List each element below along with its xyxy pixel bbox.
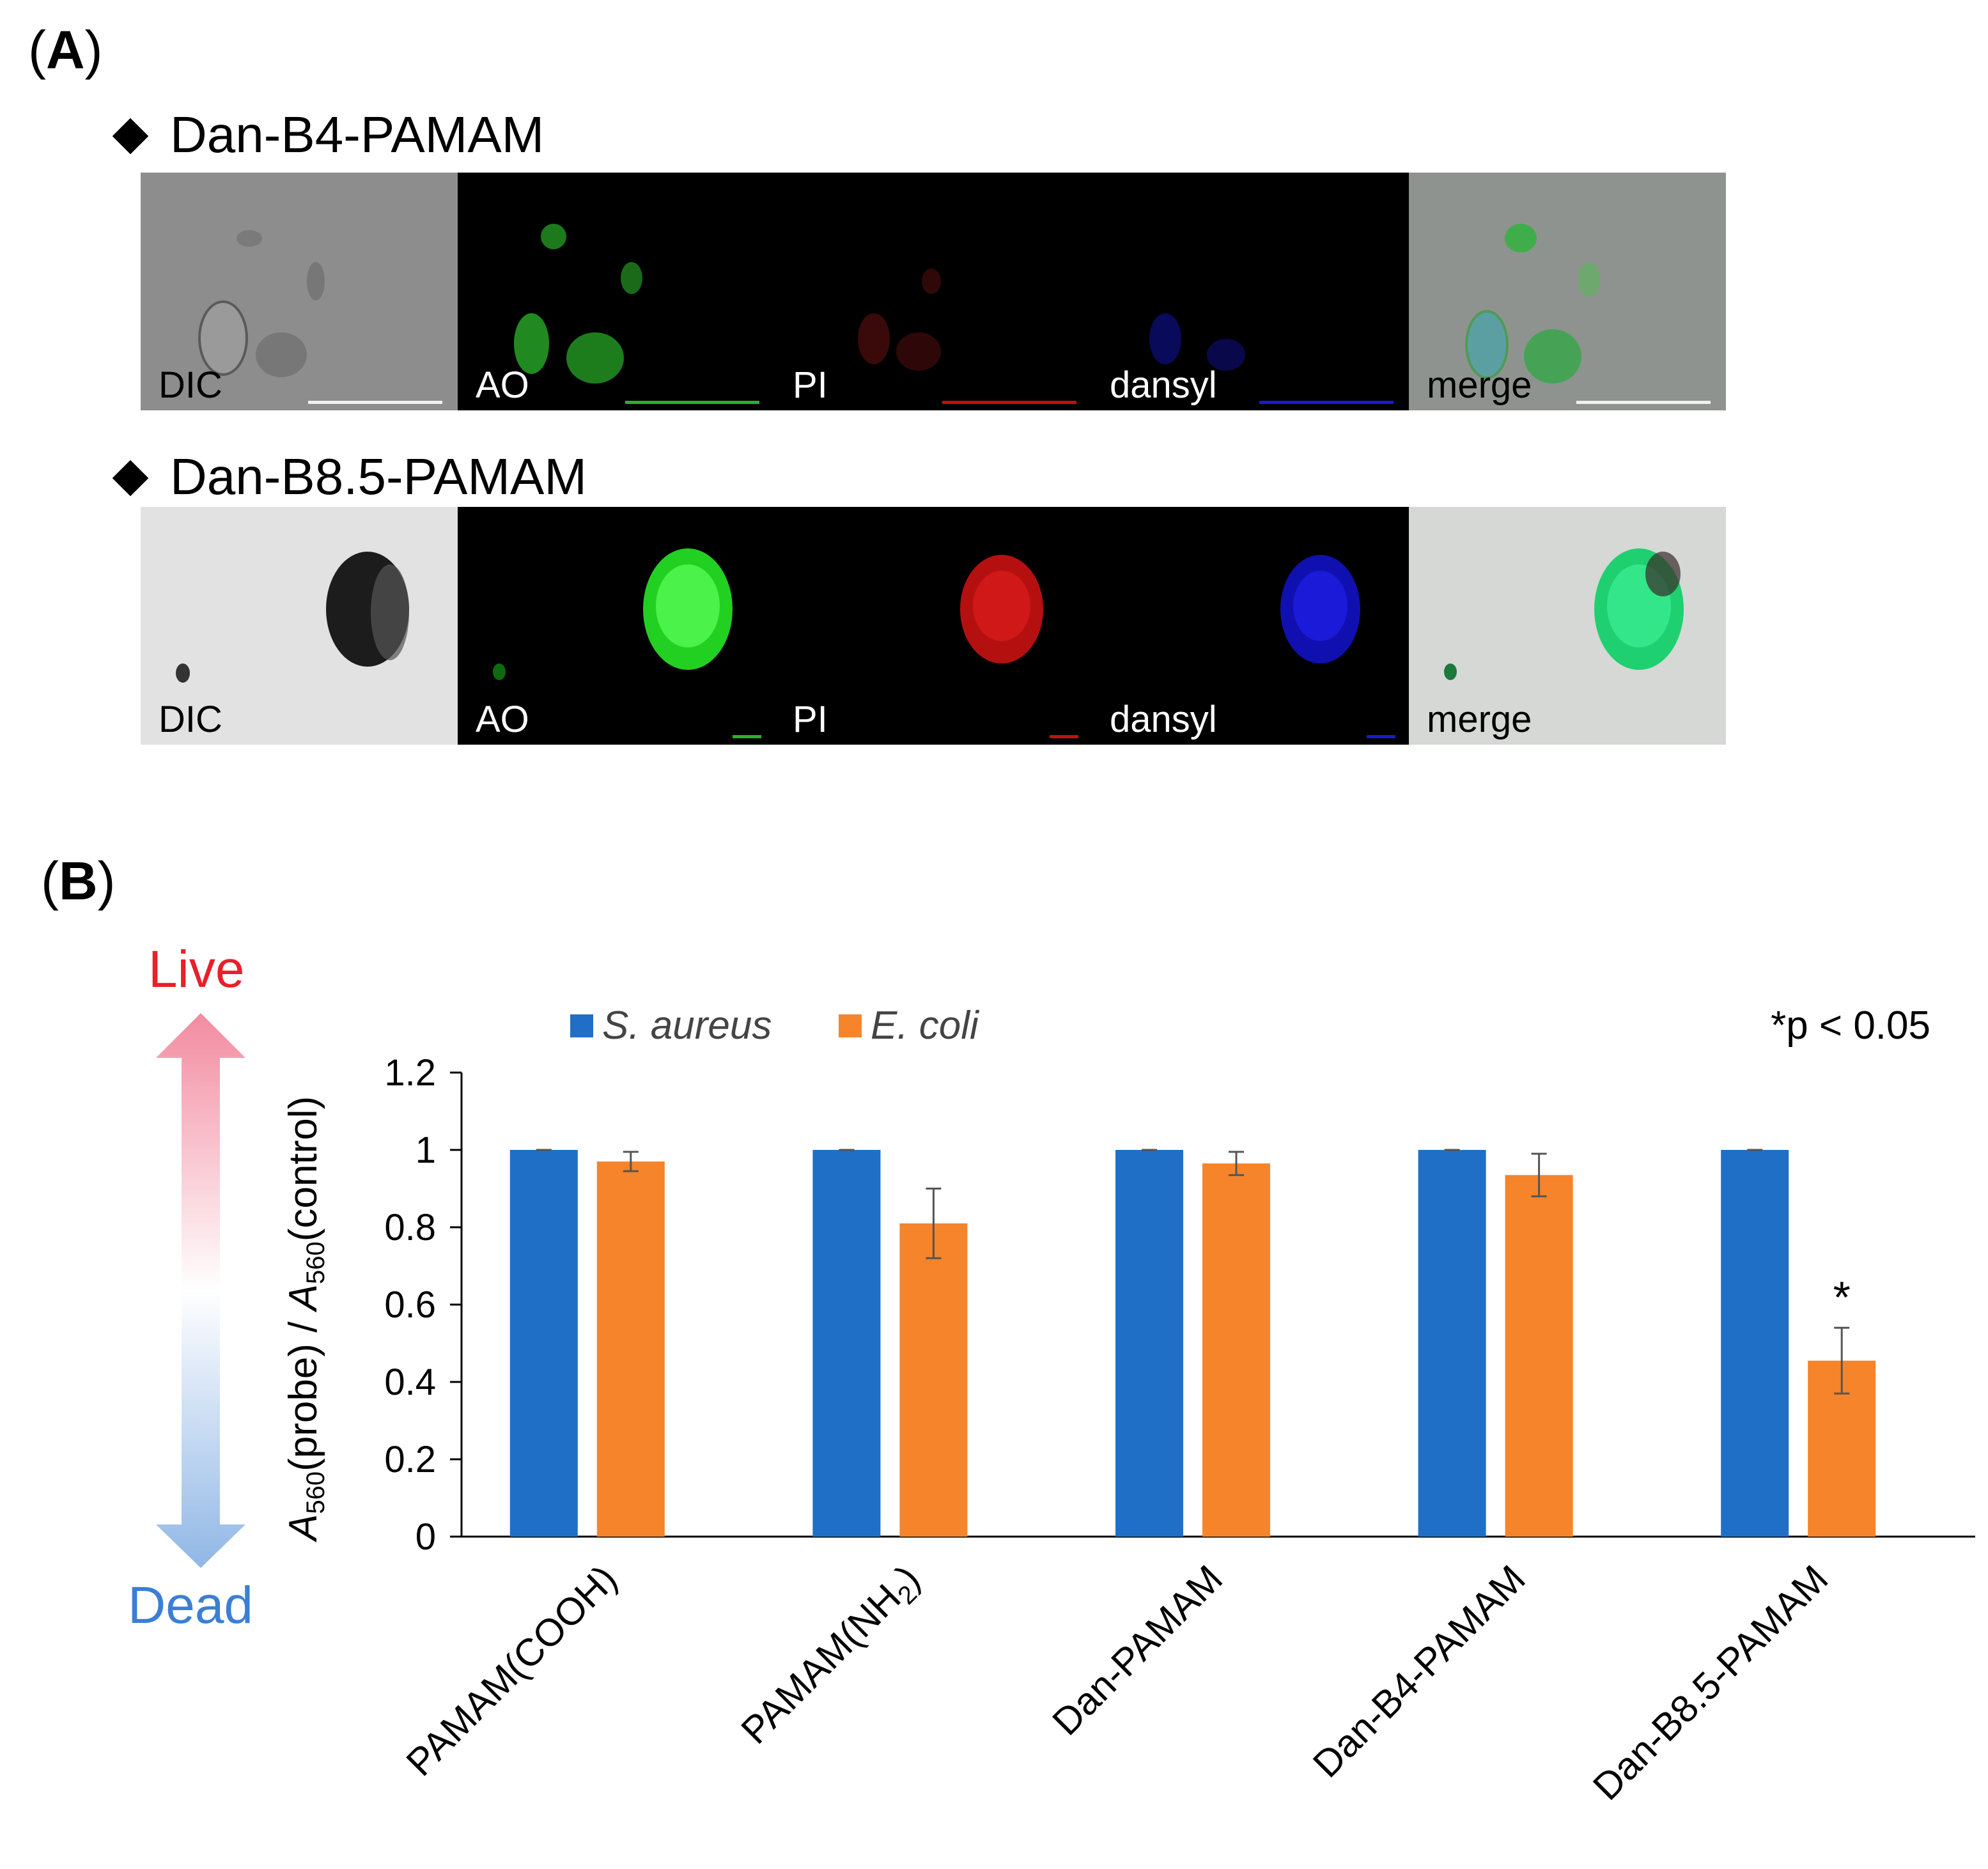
row2-pi-image: PI [775,507,1092,745]
row1-image-strip: DIC AO PI dansyl merge [141,173,1726,410]
bar-e-coli [1505,1175,1573,1537]
bar-e-coli [899,1223,968,1537]
panel-a-label: (A) [28,20,103,80]
y-tick-label: 0.6 [384,1284,436,1326]
y-tick-label: 1.2 [384,1052,436,1094]
category-label: Dan-PAMAM [1044,1557,1231,1744]
dead-label: Dead [128,1576,254,1634]
y-tick-label: 0.4 [384,1361,436,1403]
row2-ao-image: AO [458,507,775,745]
live-dead-arrow-icon [156,1013,245,1568]
bar-s-aureus [1418,1150,1486,1537]
row1-merge-image: merge [1409,173,1726,410]
tile-label: AO [476,364,529,406]
panel-b-label: (B) [41,851,116,911]
tile-label: dansyl [1110,364,1217,406]
row2-dansyl-image: dansyl [1092,507,1409,745]
bar-s-aureus [1721,1150,1789,1537]
tile-label: AO [476,699,529,740]
tile-label: merge [1427,364,1532,406]
tile-label: dansyl [1110,699,1217,740]
bar-e-coli [596,1161,665,1537]
row2-dic-image: DIC [141,507,458,745]
tile-label: DIC [159,699,222,740]
significance-note: *p < 0.05 [1771,1004,1930,1048]
live-label: Live [148,940,245,998]
bar-s-aureus [812,1150,881,1537]
row2-merge-image: merge [1409,507,1726,745]
bar-s-aureus [509,1150,578,1537]
row1-title: Dan-B4-PAMAM [109,105,544,164]
y-tick-label: 0 [415,1516,436,1558]
category-label: PAMAM(COOH) [398,1557,625,1784]
row1-dansyl-image: dansyl [1092,173,1409,410]
tile-label: PI [793,364,828,406]
tile-label: PI [793,699,828,740]
bar-e-coli [1202,1163,1270,1537]
bar-s-aureus [1115,1150,1183,1537]
row1-ao-image: AO [458,173,775,410]
tile-label: merge [1427,699,1532,740]
tile-label: DIC [159,364,222,406]
category-label: Dan-B8.5-PAMAM [1585,1557,1836,1808]
legend-label: S. aureus [602,1004,772,1048]
legend-label: E. coli [871,1004,980,1048]
y-tick-label: 0.2 [384,1439,436,1480]
row1-pi-image: PI [775,173,1092,410]
row2-image-strip: DIC AO PI dansyl merge [141,507,1726,745]
row2-title: Dan-B8.5-PAMAM [109,447,587,506]
significance-marker: * [1833,1272,1851,1322]
y-axis-label: A560(probe) / A560(control) [281,1096,330,1543]
category-label: Dan-B4-PAMAM [1305,1557,1534,1786]
category-label: PAMAM(NH2) [733,1557,932,1756]
legend-swatch [839,1014,862,1037]
legend-swatch [570,1014,593,1037]
y-tick-label: 1 [415,1129,436,1171]
row1-dic-image: DIC [141,173,458,410]
y-tick-label: 0.8 [384,1207,436,1248]
